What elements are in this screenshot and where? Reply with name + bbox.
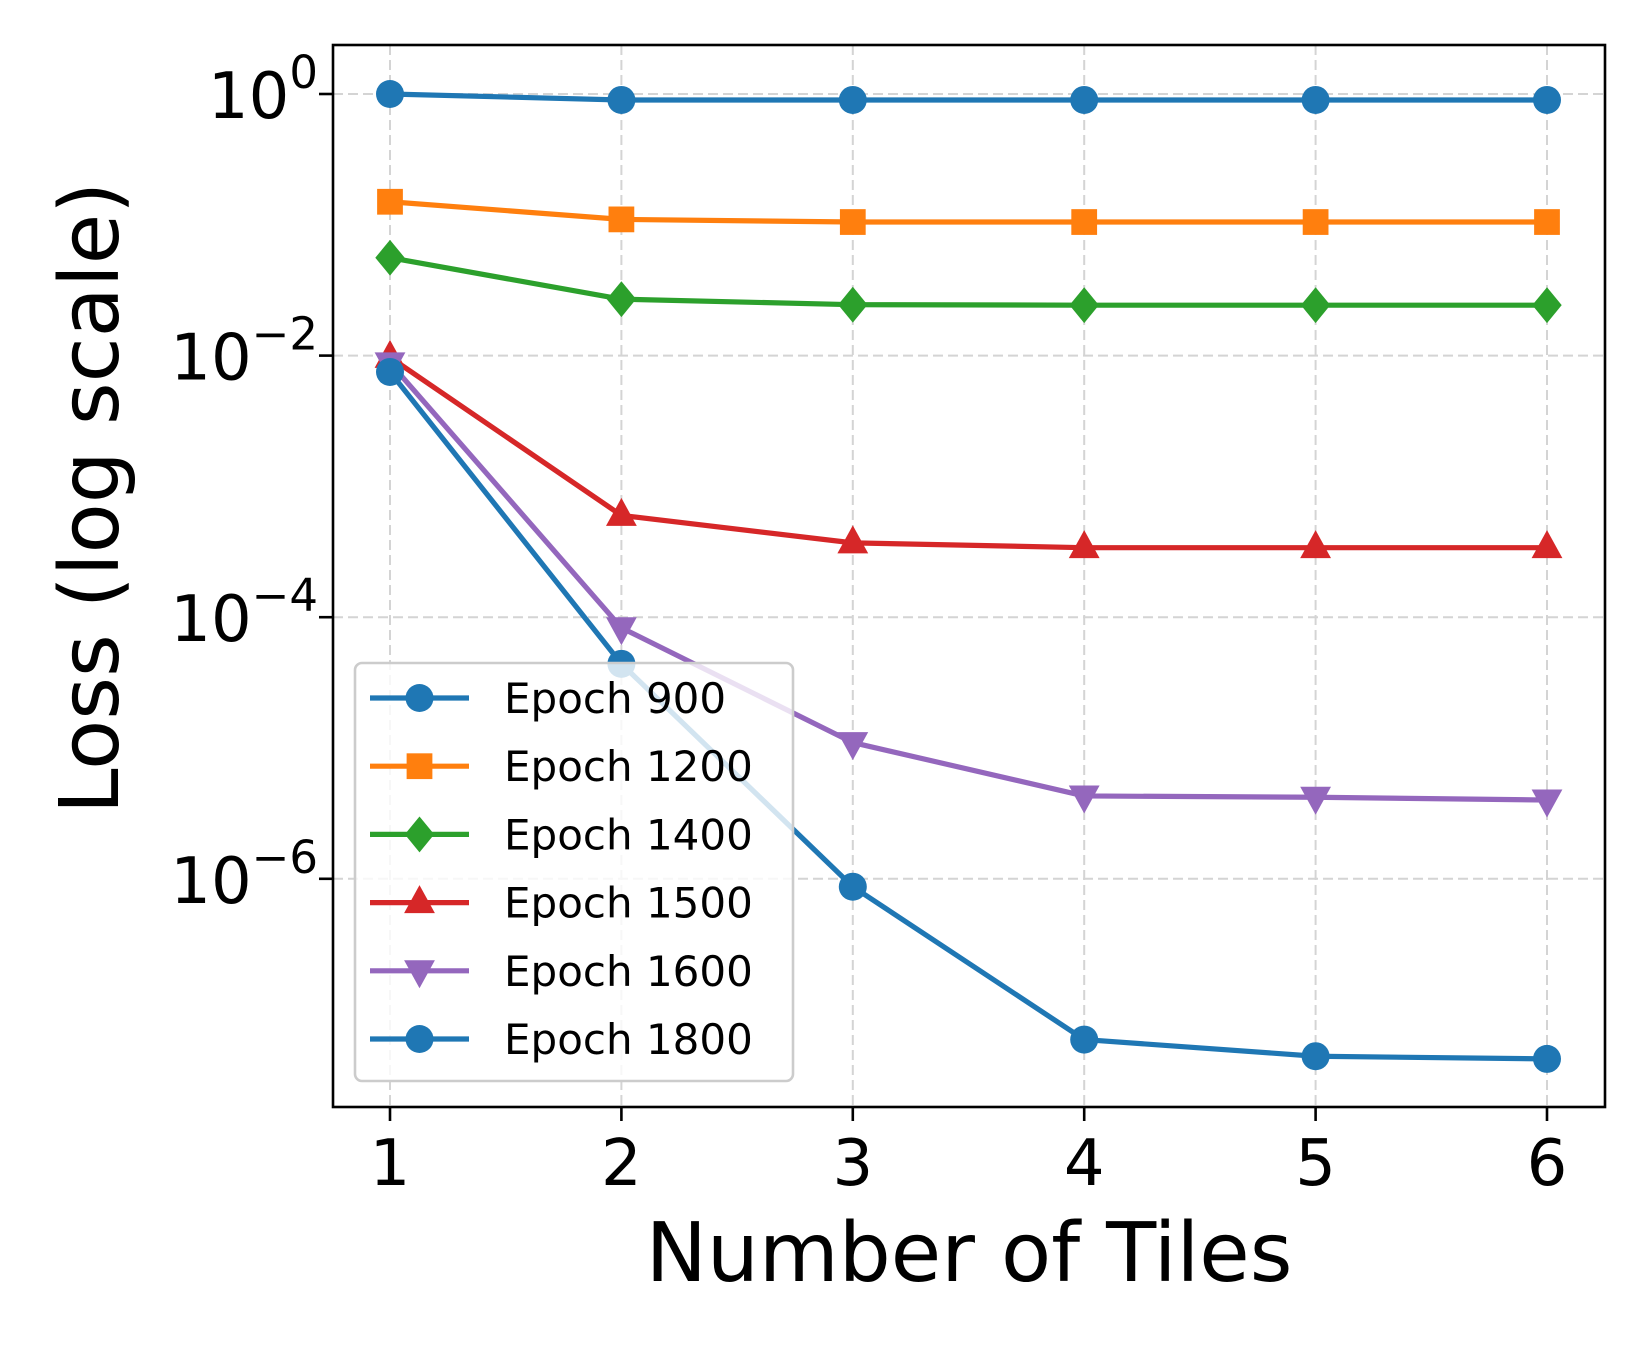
series-line	[389, 255, 1547, 308]
series-line	[388, 361, 1548, 803]
triangle-up-marker-icon	[1531, 530, 1563, 559]
circle-marker-icon	[1533, 1044, 1561, 1073]
y-axis-label: Loss (log scale)	[43, 182, 138, 814]
legend-label: Epoch 1400	[504, 810, 753, 859]
circle-marker-icon	[376, 357, 404, 386]
diamond-marker-icon	[1300, 287, 1331, 324]
square-marker-icon	[1071, 209, 1098, 235]
series-epoch-1500	[374, 339, 1563, 559]
legend-item: Epoch 1400	[370, 810, 753, 859]
triangle-up-marker-icon	[1300, 530, 1331, 559]
series-line	[389, 91, 1547, 103]
x-axis-ticks: 1 2 3 4 5 6	[370, 1107, 1568, 1201]
series-epoch-900	[376, 80, 1561, 114]
series-line	[389, 199, 1547, 225]
legend-label: Epoch 1600	[504, 947, 753, 996]
series-line	[388, 355, 1547, 551]
axes-frame	[331, 43, 1607, 1109]
x-tick-label: 1	[370, 1127, 411, 1201]
diamond-marker-icon	[838, 286, 868, 323]
legend-label: Epoch 900	[504, 674, 726, 723]
legend-item: Epoch 1600	[370, 947, 753, 996]
y-tick-label: 10−6	[170, 831, 318, 919]
diamond-marker-icon	[1532, 287, 1562, 324]
triangle-up-marker-icon	[606, 497, 637, 526]
square-marker-icon	[406, 753, 433, 780]
series-epoch-1400	[375, 239, 1562, 324]
circle-marker-icon	[838, 85, 867, 114]
triangle-up-marker-icon	[837, 525, 869, 554]
y-tick-label: 10−4	[170, 569, 318, 657]
x-axis-label: Number of Tiles	[646, 1206, 1293, 1301]
triangle-down-marker-icon	[837, 732, 869, 761]
circle-marker-icon	[1301, 85, 1330, 114]
legend-label: Epoch 1200	[504, 742, 753, 791]
square-marker-icon	[1302, 209, 1329, 235]
diamond-marker-icon	[375, 239, 405, 276]
triangle-up-marker-icon	[404, 885, 435, 914]
diamond-marker-icon	[606, 281, 637, 318]
triangle-down-marker-icon	[1068, 785, 1100, 814]
legend-label: Epoch 1500	[504, 879, 753, 928]
x-tick-label: 6	[1527, 1127, 1568, 1201]
legend-item: Epoch 900	[370, 674, 726, 723]
legend-label: Epoch 1800	[504, 1015, 753, 1064]
legend: Epoch 900 Epoch 1200 Epoch 1400 Epoch 1500 E…	[353, 661, 795, 1083]
x-tick-label: 5	[1295, 1127, 1336, 1201]
triangle-down-marker-icon	[1531, 789, 1563, 818]
triangle-down-marker-icon	[1300, 786, 1331, 815]
circle-marker-icon	[607, 85, 636, 114]
series-epoch-1200	[377, 188, 1560, 235]
circle-marker-icon	[838, 872, 867, 901]
series-epoch-1600	[374, 352, 1563, 818]
square-marker-icon	[1534, 209, 1560, 235]
circle-marker-icon	[405, 684, 434, 712]
diamond-marker-icon	[1069, 287, 1099, 324]
y-axis-ticks: 100 10−2 10−4 10−6	[170, 46, 333, 919]
series-line	[387, 370, 1548, 1062]
x-tick-label: 3	[832, 1127, 873, 1201]
triangle-down-marker-icon	[606, 617, 637, 646]
square-marker-icon	[839, 209, 866, 235]
x-tick-label: 4	[1064, 1127, 1105, 1201]
square-marker-icon	[608, 206, 635, 233]
triangle-down-marker-icon	[404, 960, 435, 989]
circle-marker-icon	[405, 1025, 434, 1053]
square-marker-icon	[377, 188, 403, 215]
triangle-up-marker-icon	[1068, 530, 1100, 559]
circle-marker-icon	[1070, 1025, 1099, 1054]
y-tick-label: 10−2	[170, 308, 318, 396]
y-tick-label: 100	[208, 46, 318, 134]
diamond-marker-icon	[404, 816, 435, 853]
circle-marker-icon	[376, 80, 404, 108]
x-tick-label: 2	[601, 1127, 642, 1201]
circle-marker-icon	[1301, 1042, 1330, 1071]
legend-item: Epoch 1800	[370, 1015, 753, 1064]
legend-item: Epoch 1500	[370, 879, 753, 928]
legend-item: Epoch 1200	[370, 742, 753, 791]
circle-marker-icon	[1533, 85, 1561, 114]
circle-marker-icon	[1070, 85, 1099, 114]
